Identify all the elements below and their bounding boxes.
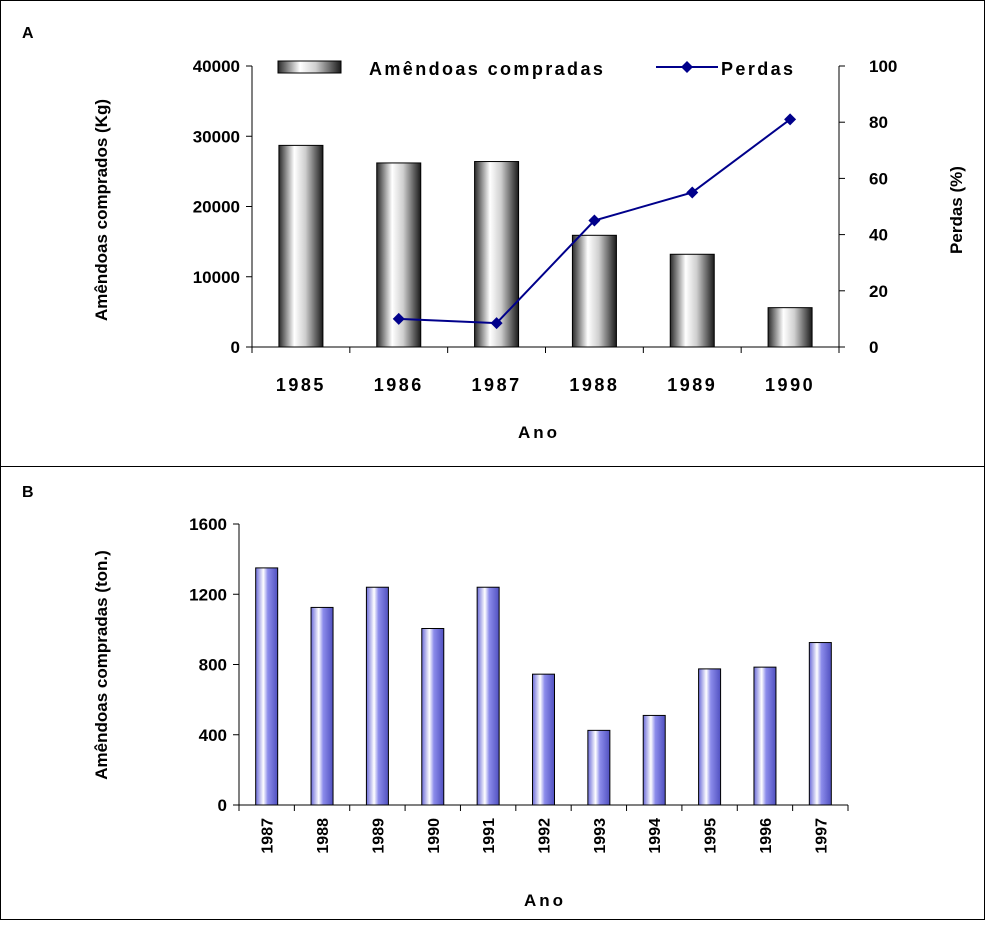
x-tick-label: 1997 — [813, 818, 830, 854]
chart-b-ylabel: Amêndoas compradas (ton.) — [92, 550, 111, 780]
x-tick-label: 1988 — [315, 818, 332, 854]
x-tick-label: 1992 — [537, 818, 554, 854]
line-point — [588, 214, 601, 227]
chart-b-bars — [255, 567, 832, 806]
bar — [532, 673, 555, 806]
bar — [698, 668, 722, 806]
bar — [767, 307, 813, 348]
chart-a-axes: 0 10000 20000 30000 40000 0 20 40 60 80 100 1985 198… — [193, 57, 898, 395]
x-tick-label: 1995 — [703, 818, 720, 854]
x-tick-label: 1986 — [374, 375, 424, 395]
y2-tick-label: 20 — [869, 282, 888, 301]
y2-tick-label: 100 — [869, 57, 897, 76]
chart-a-legend: Amêndoas compradas Perdas — [277, 59, 795, 79]
bar — [278, 144, 324, 348]
x-tick-label: 1989 — [370, 818, 387, 854]
y-tick-label: 30000 — [193, 127, 240, 146]
x-tick-label: 1985 — [276, 375, 326, 395]
x-tick-label: 1989 — [667, 375, 717, 395]
x-tick-label: 1994 — [647, 818, 664, 854]
chart-b-axes: 0 400 800 1200 1600 1987 1988 1989 1990 1991 1992 1… — [189, 515, 849, 854]
y-tick-label: 10000 — [193, 268, 240, 287]
line-point — [686, 186, 699, 199]
bar — [421, 627, 445, 806]
x-tick-label: 1990 — [765, 375, 815, 395]
panel-a-label: A — [22, 25, 34, 42]
bar — [587, 729, 611, 806]
bar — [474, 161, 520, 348]
x-tick-label: 1991 — [481, 818, 498, 854]
y-tick-label: 1200 — [189, 585, 227, 604]
bar — [310, 606, 334, 806]
x-tick-label: 1987 — [472, 375, 522, 395]
y-tick-label: 0 — [231, 338, 240, 357]
y2-tick-label: 60 — [869, 169, 888, 188]
bar — [476, 586, 500, 806]
panel-b-label: B — [22, 484, 34, 501]
chart-a-y2label: Perdas (%) — [947, 166, 966, 254]
bar — [669, 253, 715, 348]
chart-b-xlabel: Ano — [524, 891, 566, 910]
legend-line-label: Perdas — [721, 59, 795, 79]
chart-a-bars — [278, 144, 813, 348]
y-tick-label: 0 — [218, 796, 227, 815]
x-tick-label: 1987 — [260, 818, 277, 854]
bar — [753, 666, 777, 806]
y-tick-label: 40000 — [193, 57, 240, 76]
line-point — [490, 317, 503, 330]
chart-a-ylabel: Amêndoas comprados (Kg) — [92, 99, 111, 321]
y-tick-label: 400 — [199, 726, 227, 745]
legend-bar-swatch — [277, 60, 342, 74]
x-tick-label: 1988 — [569, 375, 619, 395]
chart-a-line — [392, 113, 797, 330]
y2-tick-label: 0 — [869, 338, 878, 357]
y2-tick-label: 80 — [869, 113, 888, 132]
x-tick-label: 1993 — [592, 818, 609, 854]
legend-diamond-marker — [681, 61, 693, 73]
y-tick-label: 800 — [199, 656, 227, 675]
bar — [255, 567, 279, 806]
y2-tick-label: 40 — [869, 226, 888, 245]
x-tick-label: 1996 — [758, 818, 775, 854]
line-point — [392, 312, 405, 325]
chart-a-xlabel: Ano — [518, 423, 560, 442]
bar — [365, 586, 389, 806]
bar — [642, 714, 666, 806]
x-tick-label: 1990 — [426, 818, 443, 854]
y-tick-label: 1600 — [189, 515, 227, 534]
y-tick-label: 20000 — [193, 198, 240, 217]
bar — [808, 642, 832, 806]
bar — [571, 234, 617, 348]
line-point — [784, 113, 797, 126]
legend-bar-label: Amêndoas compradas — [369, 59, 605, 79]
